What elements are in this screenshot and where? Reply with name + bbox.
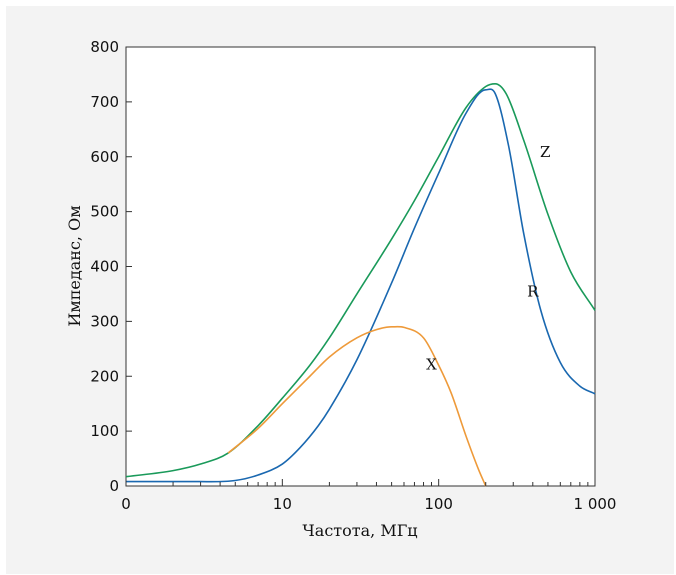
- series-line-r: [126, 88, 596, 483]
- x-tick-label: 10: [273, 495, 292, 513]
- y-tick-label: 800: [90, 38, 119, 56]
- y-tick-label: 100: [90, 422, 119, 440]
- y-tick-label: 400: [90, 258, 119, 276]
- series-layer: [125, 82, 596, 487]
- y-tick-label: 200: [90, 367, 119, 385]
- y-tick-label: 500: [90, 203, 119, 221]
- ticks-layer: 0 100 200 300 400 500 600 700 800 0 10 100 1 000: [90, 38, 616, 513]
- series-label-r: R: [527, 283, 539, 301]
- y-tick-label: 600: [90, 148, 119, 166]
- series-label-z: Z: [540, 143, 550, 161]
- y-tick-label: 700: [90, 93, 119, 111]
- x-tick-label: 100: [424, 495, 453, 513]
- y-axis-title: Импеданс, Ом: [65, 205, 84, 326]
- plot-area: [125, 46, 596, 487]
- series-line-x: [227, 325, 487, 487]
- plot-frame: [125, 46, 596, 487]
- x-tick-label: 1 000: [574, 495, 617, 513]
- y-tick-label: 300: [90, 312, 119, 330]
- x-tick-label: 0: [121, 495, 131, 513]
- y-tick-label: 0: [109, 477, 119, 495]
- labels-layer: Z R X: [426, 143, 550, 374]
- series-label-x: X: [426, 356, 437, 374]
- x-axis-title: Частота, МГц: [302, 521, 417, 540]
